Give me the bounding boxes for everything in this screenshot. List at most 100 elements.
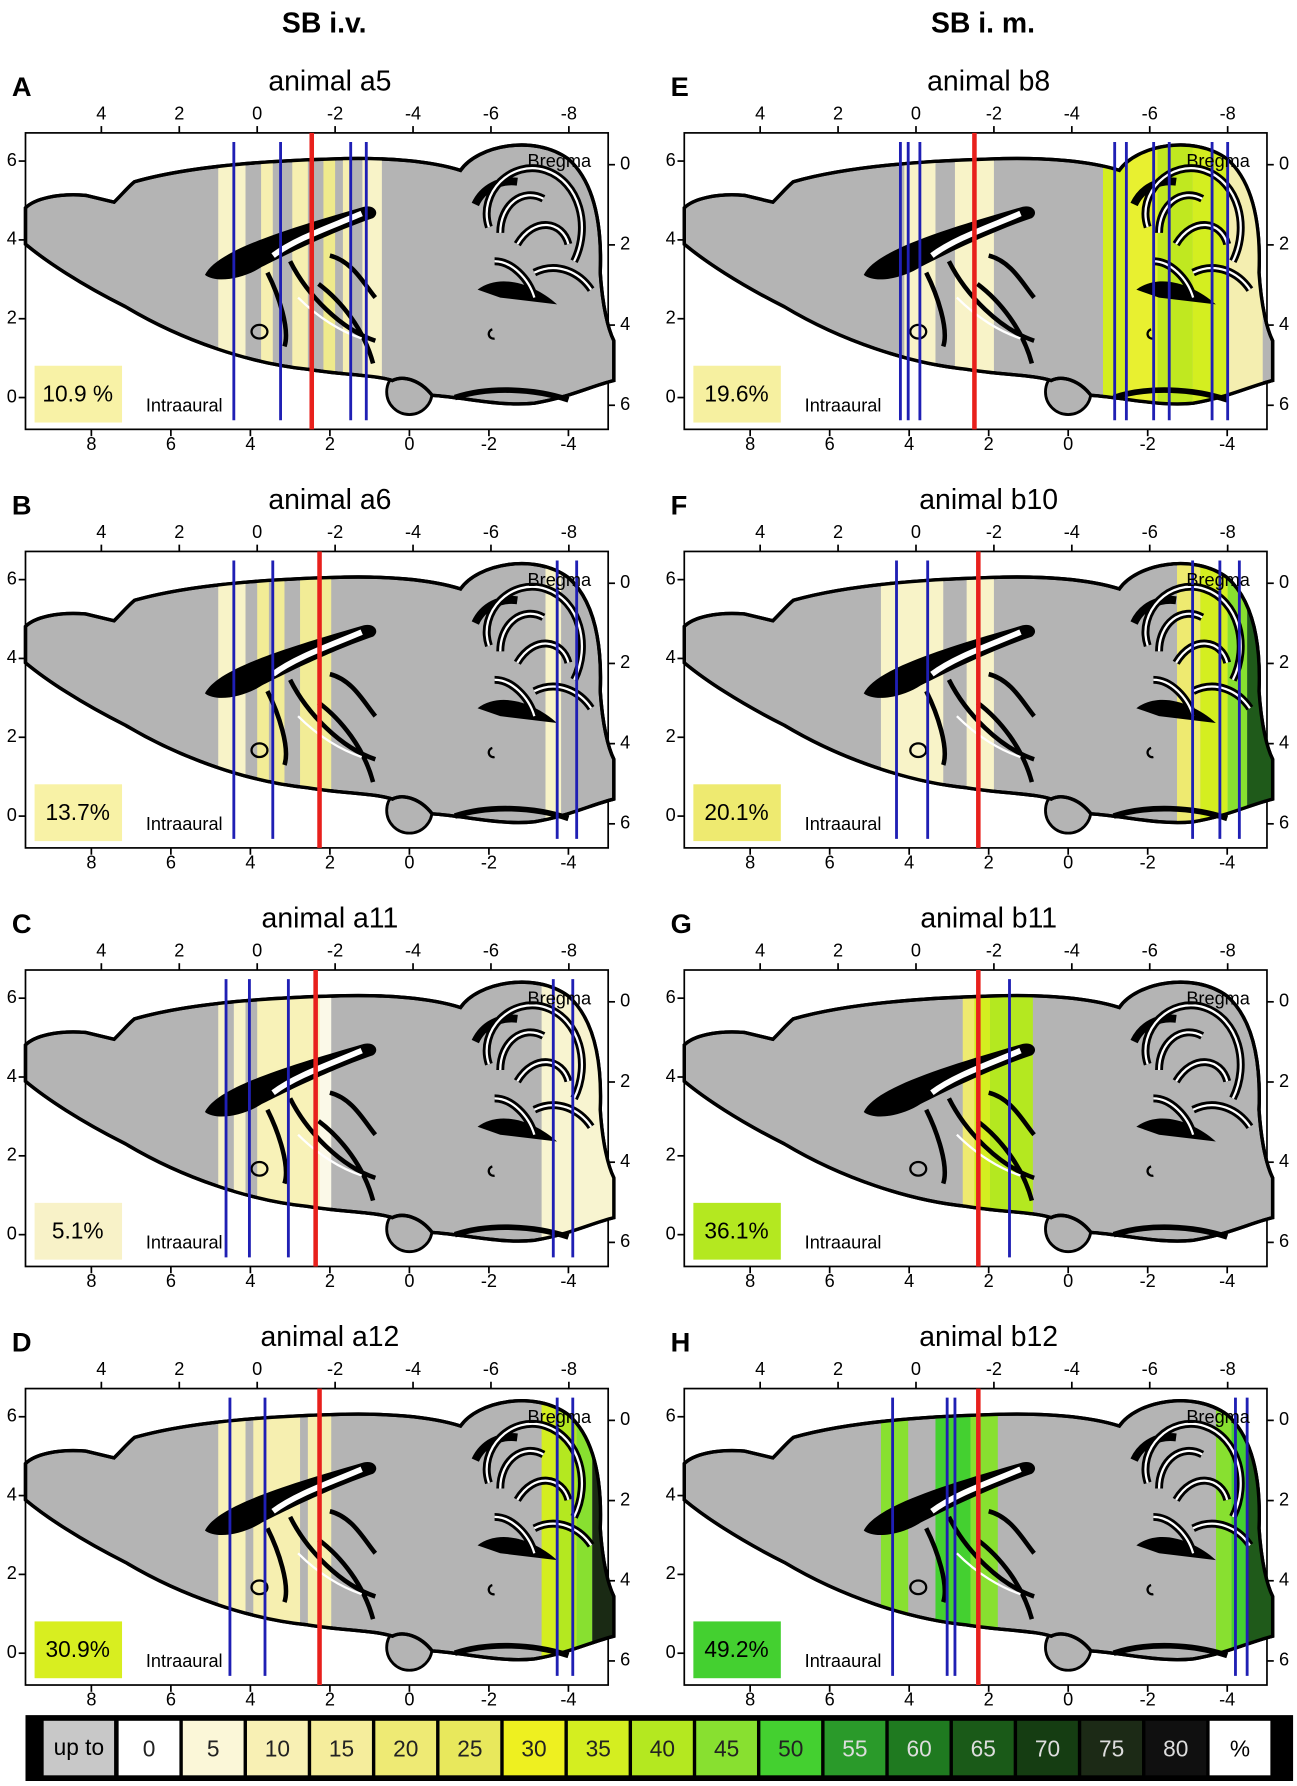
tick-label: 4: [620, 1151, 630, 1171]
legend-value: 65: [971, 1735, 996, 1761]
tick-label: 0: [1063, 1690, 1073, 1710]
intraaural-label: Intraaural: [805, 1233, 882, 1253]
tick-label: 4: [1279, 1570, 1289, 1590]
bregma-label: Bregma: [528, 151, 592, 171]
tick-label: -4: [1064, 1359, 1080, 1379]
tick-label: -2: [481, 853, 497, 873]
intraaural-label: Intraaural: [146, 1233, 223, 1253]
tick-label: 0: [404, 434, 414, 454]
tick-label: 4: [245, 1690, 255, 1710]
tick-label: -2: [327, 1359, 343, 1379]
tick-label: 0: [1063, 434, 1073, 454]
legend-label: up to: [54, 1734, 105, 1760]
tick-label: 0: [404, 1690, 414, 1710]
tick-label: 2: [620, 1489, 630, 1509]
tick-label: 0: [404, 853, 414, 873]
tick-label: 0: [7, 805, 17, 825]
tick-label: 6: [666, 568, 676, 588]
bregma-label: Bregma: [528, 1407, 592, 1427]
tick-label: 4: [245, 434, 255, 454]
tick-label: 2: [620, 234, 630, 254]
tick-label: 0: [1279, 153, 1289, 173]
tick-label: -2: [327, 522, 343, 542]
tick-label: 4: [7, 647, 17, 667]
percent-label: 36.1%: [704, 1217, 768, 1243]
tick-label: -4: [1064, 104, 1080, 124]
panel-title: animal a11: [262, 903, 399, 935]
panel-letter: G: [671, 908, 692, 939]
intraaural-label: Intraaural: [805, 1651, 882, 1671]
tick-label: 6: [166, 1690, 176, 1710]
tick-label: 2: [7, 308, 17, 328]
legend-value: 45: [714, 1735, 739, 1761]
intraaural-label: Intraaural: [146, 395, 223, 415]
tick-label: 2: [325, 1690, 335, 1710]
tick-label: -2: [986, 104, 1002, 124]
percent-label: 10.9 %: [42, 380, 113, 406]
panel-letter: A: [12, 71, 32, 102]
tick-label: 0: [252, 941, 262, 961]
tick-label: 4: [7, 1066, 17, 1086]
tick-label: 0: [252, 104, 262, 124]
tick-label: 2: [174, 522, 184, 542]
tick-label: -4: [560, 1271, 576, 1291]
tick-label: 0: [666, 805, 676, 825]
tick-label: 2: [174, 104, 184, 124]
tick-label: 4: [96, 941, 106, 961]
tick-label: 6: [1279, 1231, 1289, 1251]
percent-label: 13.7%: [46, 799, 110, 825]
tick-label: 2: [1279, 1489, 1289, 1509]
tick-label: 8: [745, 853, 755, 873]
tick-label: 2: [325, 434, 335, 454]
tick-label: -6: [483, 104, 499, 124]
tick-label: 4: [666, 1484, 676, 1504]
tick-label: 6: [7, 568, 17, 588]
panel-title: animal b12: [919, 1321, 1058, 1353]
tick-label: 6: [1279, 1650, 1289, 1670]
tick-label: -6: [1142, 941, 1158, 961]
tick-label: 2: [7, 1563, 17, 1583]
tick-label: 2: [1279, 1071, 1289, 1091]
tick-label: 2: [984, 1690, 994, 1710]
legend-value: 40: [650, 1735, 675, 1761]
tick-label: 4: [755, 1359, 765, 1379]
tick-label: -4: [560, 853, 576, 873]
percent-label: 19.6%: [704, 380, 768, 406]
tick-label: -2: [327, 941, 343, 961]
tick-label: -4: [1219, 434, 1235, 454]
tick-label: -2: [327, 104, 343, 124]
tick-label: 0: [666, 1223, 676, 1243]
tick-label: 0: [1279, 1409, 1289, 1429]
legend-value: 35: [586, 1735, 611, 1761]
tick-label: -2: [986, 941, 1002, 961]
tick-label: -6: [1142, 104, 1158, 124]
tick-label: -8: [561, 941, 577, 961]
tick-label: -4: [405, 104, 421, 124]
tick-label: -2: [481, 1271, 497, 1291]
tick-label: 2: [666, 308, 676, 328]
tick-label: 0: [404, 1271, 414, 1291]
tick-label: 4: [245, 1271, 255, 1291]
panel: Danimal a12420-2-4-6-886420-2-464200246B…: [7, 1321, 630, 1710]
legend-value: 55: [842, 1735, 867, 1761]
panel-letter: B: [12, 489, 32, 520]
intraaural-label: Intraaural: [146, 1651, 223, 1671]
tick-label: 4: [755, 941, 765, 961]
tick-label: 0: [911, 1359, 921, 1379]
tick-label: 0: [620, 153, 630, 173]
tick-label: 4: [7, 229, 17, 249]
tick-label: -6: [1142, 1359, 1158, 1379]
legend-unit: %: [1230, 1735, 1250, 1761]
tick-label: 6: [620, 1650, 630, 1670]
tick-label: 6: [666, 987, 676, 1007]
tick-label: 8: [745, 1271, 755, 1291]
tick-label: 0: [252, 1359, 262, 1379]
tick-label: 4: [904, 1271, 914, 1291]
tick-label: 2: [666, 1145, 676, 1165]
legend-value: 60: [906, 1735, 931, 1761]
legend-value: 15: [329, 1735, 354, 1761]
bregma-label: Bregma: [1186, 151, 1250, 171]
tick-label: -6: [483, 941, 499, 961]
panel: Aanimal a5420-2-4-6-886420-2-464200246Br…: [7, 65, 630, 454]
tick-label: 2: [620, 1071, 630, 1091]
